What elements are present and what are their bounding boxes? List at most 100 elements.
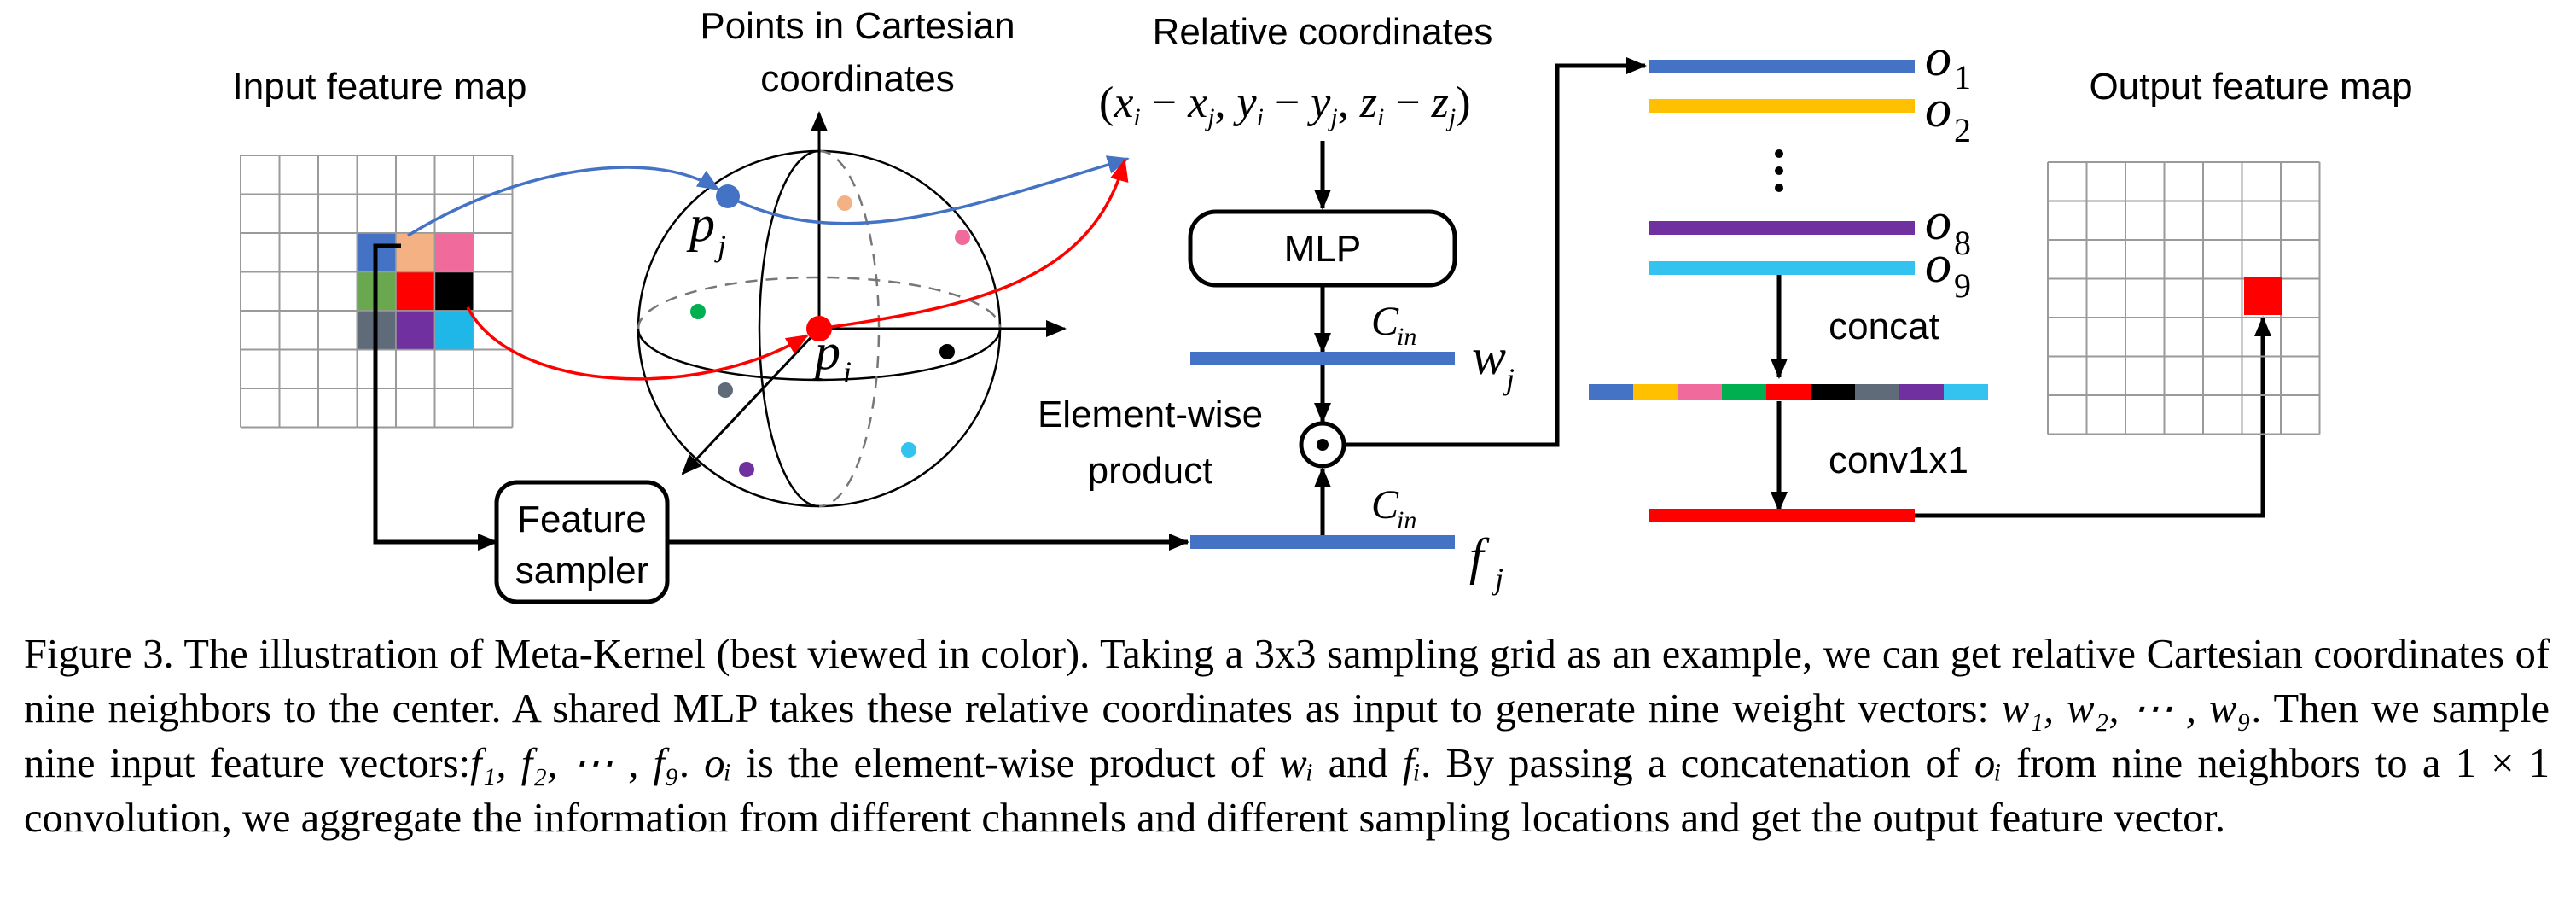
concatenated-vector-bar — [1589, 384, 1988, 400]
neighbor-cell — [395, 232, 436, 273]
concat-segment — [1722, 384, 1766, 400]
neighbor-point — [690, 304, 706, 319]
neighbor-point — [718, 382, 733, 398]
conv-output-bar — [1649, 509, 1915, 522]
concat-segment — [1944, 384, 1988, 400]
o8-vector-bar — [1649, 221, 1915, 235]
blue-curve-to-pj — [407, 166, 720, 237]
points-label-line1: Points in Cartesian — [700, 5, 1015, 47]
svg-text:o: o — [1925, 236, 1951, 294]
svg-text:in: in — [1397, 506, 1416, 534]
caption-1x1: 1 × 1 — [2455, 741, 2550, 786]
caption-part7: from nine neighbors to a — [2001, 741, 2456, 786]
svg-text:9: 9 — [1954, 266, 1971, 305]
element-wise-label-line1: Element-wise — [1038, 394, 1263, 435]
pj-label: p j — [686, 195, 726, 263]
o1-vector-bar — [1649, 60, 1915, 73]
feature-sampler-line2: sampler — [515, 550, 649, 592]
mlp-label: MLP — [1284, 228, 1361, 270]
concat-segment — [1899, 384, 1944, 400]
caption-part2: . Then we sample nine input feature vect… — [24, 686, 2550, 786]
neighbor-point — [739, 462, 754, 477]
svg-text:o: o — [1925, 80, 1951, 138]
neighbor-cell — [433, 310, 474, 351]
caption-w-list: w₁, w₂, ⋯ , w₉ — [2001, 686, 2252, 732]
relative-coordinates-formula: (xi − xj, yi − yj, zi − zj) — [1099, 79, 1471, 131]
wj-label: w j — [1472, 329, 1515, 396]
caption-part5: and — [1313, 741, 1403, 786]
output-feature-map-label: Output feature map — [2089, 66, 2412, 108]
pi-label: p i — [811, 324, 852, 389]
concat-segment — [1766, 384, 1811, 400]
concat-segment — [1855, 384, 1899, 400]
svg-text:o: o — [1925, 193, 1951, 251]
wj-vector-bar — [1190, 352, 1455, 365]
caption-f-list: f₁, f₂, ⋯ , f₉ — [470, 741, 679, 786]
neighbor-point — [955, 230, 970, 245]
neighbor-cell — [433, 271, 474, 312]
svg-text:2: 2 — [1954, 111, 1971, 149]
red-curve-to-pi — [466, 306, 809, 381]
caption-fi: fᵢ — [1402, 741, 1422, 786]
caption-oi-2: oᵢ — [1974, 741, 2002, 786]
neighbor-point — [939, 344, 955, 359]
svg-text:f: f — [1469, 528, 1490, 585]
neighbor-point — [901, 442, 916, 458]
caption-part4: is the element-wise product of — [731, 741, 1280, 786]
elementwise-product-dot — [1317, 439, 1329, 451]
caption-part3: . — [678, 741, 705, 786]
conv1x1-label: conv1x1 — [1829, 440, 1968, 481]
caption-part6: . By passing a concatenation of — [1421, 741, 1974, 786]
caption-part8: convolution, we aggregate the informatio… — [24, 796, 2225, 841]
input-feature-map-label: Input feature map — [233, 66, 527, 108]
concat-segment — [1678, 384, 1722, 400]
o2-vector-bar — [1649, 99, 1915, 113]
svg-text:w: w — [1472, 329, 1506, 385]
cin-label-top: C in — [1371, 299, 1416, 351]
concat-segment — [1633, 384, 1678, 400]
svg-text:C: C — [1371, 482, 1399, 528]
caption-part1: Figure 3. The illustration of Meta-Kerne… — [24, 632, 2550, 732]
conv-to-output-map-line — [1915, 316, 2271, 518]
svg-text:p: p — [686, 195, 715, 252]
sampler-input-line — [373, 243, 498, 551]
vdots — [1775, 149, 1783, 192]
caption-wi: wᵢ — [1279, 741, 1314, 786]
svg-text:p: p — [811, 324, 840, 380]
points-label-line2: coordinates — [760, 58, 954, 100]
output-feature-grid — [2047, 161, 2321, 435]
blue-curve-to-relative — [727, 155, 1130, 225]
cin-label-bottom: C in — [1371, 482, 1416, 534]
svg-text:j: j — [1503, 362, 1515, 396]
svg-text:j: j — [1492, 562, 1503, 596]
relative-coordinates-label: Relative coordinates — [1153, 11, 1493, 53]
svg-text:o: o — [1925, 29, 1951, 87]
concat-segment — [1589, 384, 1633, 400]
o9-vector-bar — [1649, 261, 1915, 275]
caption-oi: oᵢ — [704, 741, 732, 786]
neighbor-cell — [395, 271, 436, 312]
product-to-outputs-line — [1344, 57, 1647, 447]
svg-text:8: 8 — [1954, 224, 1971, 262]
svg-text:in: in — [1397, 323, 1416, 351]
output-center-cell — [2244, 277, 2282, 315]
red-curve-to-relative — [818, 159, 1129, 330]
concat-segment — [1811, 384, 1855, 400]
svg-text:j: j — [714, 229, 726, 263]
svg-text:1: 1 — [1954, 58, 1971, 96]
neighbor-cell — [395, 310, 436, 351]
neighbor-point — [837, 195, 852, 211]
svg-text:C: C — [1371, 299, 1399, 344]
neighbor-cell — [433, 232, 474, 273]
feature-sampler-line1: Feature — [517, 499, 647, 540]
svg-text:(xi − xj, yi − yj, zi − zj): (xi − xj, yi − yj, zi − zj) — [1099, 79, 1471, 131]
fj-label: f j — [1469, 528, 1503, 596]
y-axis — [681, 327, 821, 475]
svg-text:i: i — [843, 355, 852, 389]
meta-kernel-diagram: Input feature map Points in Cartesian co… — [233, 5, 2413, 604]
figure-caption: Figure 3. The illustration of Meta-Kerne… — [24, 627, 2550, 846]
